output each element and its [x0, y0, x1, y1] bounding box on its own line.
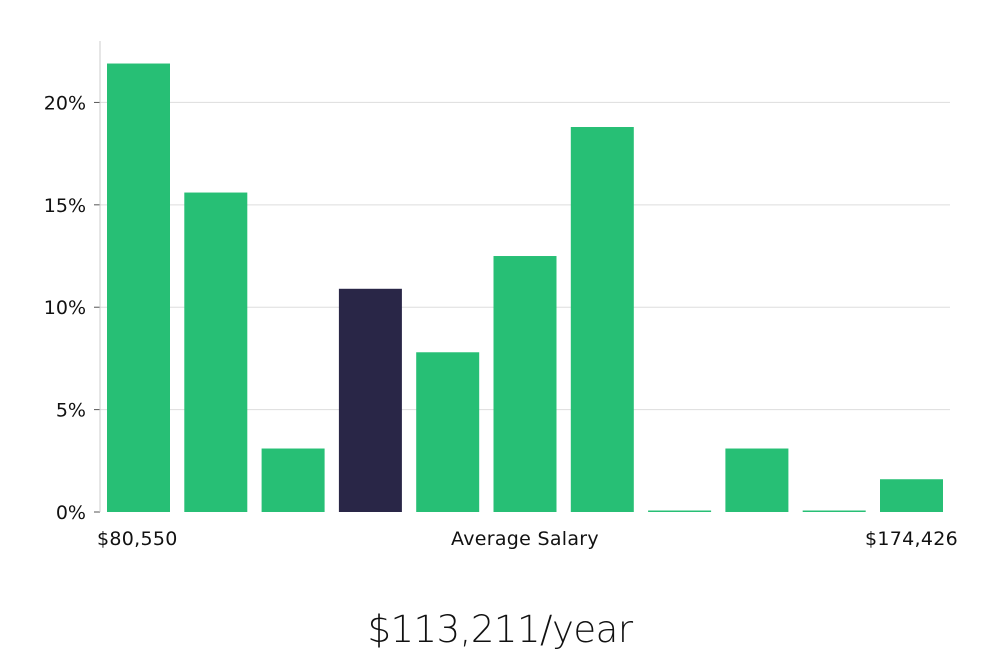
bar	[570, 127, 634, 512]
y-tick-label: 0%	[56, 502, 86, 524]
y-axis-ticks: 0% 5% 10% 15% 20%	[44, 92, 100, 524]
y-tick-label: 15%	[44, 195, 86, 217]
bar	[725, 448, 789, 512]
bar	[107, 63, 170, 512]
bar	[416, 352, 480, 512]
bar	[880, 479, 943, 512]
x-max-label: $174,426	[864, 528, 958, 550]
bar	[648, 510, 712, 512]
bar	[802, 510, 866, 512]
bar-highlighted	[338, 288, 402, 512]
y-tick-label: 20%	[44, 92, 86, 114]
y-tick-label: 10%	[44, 297, 86, 319]
bars	[107, 63, 943, 512]
bar	[184, 192, 248, 512]
bar	[493, 256, 557, 512]
bar	[261, 448, 325, 512]
average-salary-value: $113,211/year	[367, 608, 633, 651]
y-tick-label: 5%	[56, 400, 86, 422]
x-axis-title: Average Salary	[451, 528, 599, 550]
x-min-label: $80,550	[97, 528, 178, 550]
salary-histogram: 0% 5% 10% 15% 20%	[44, 41, 950, 524]
